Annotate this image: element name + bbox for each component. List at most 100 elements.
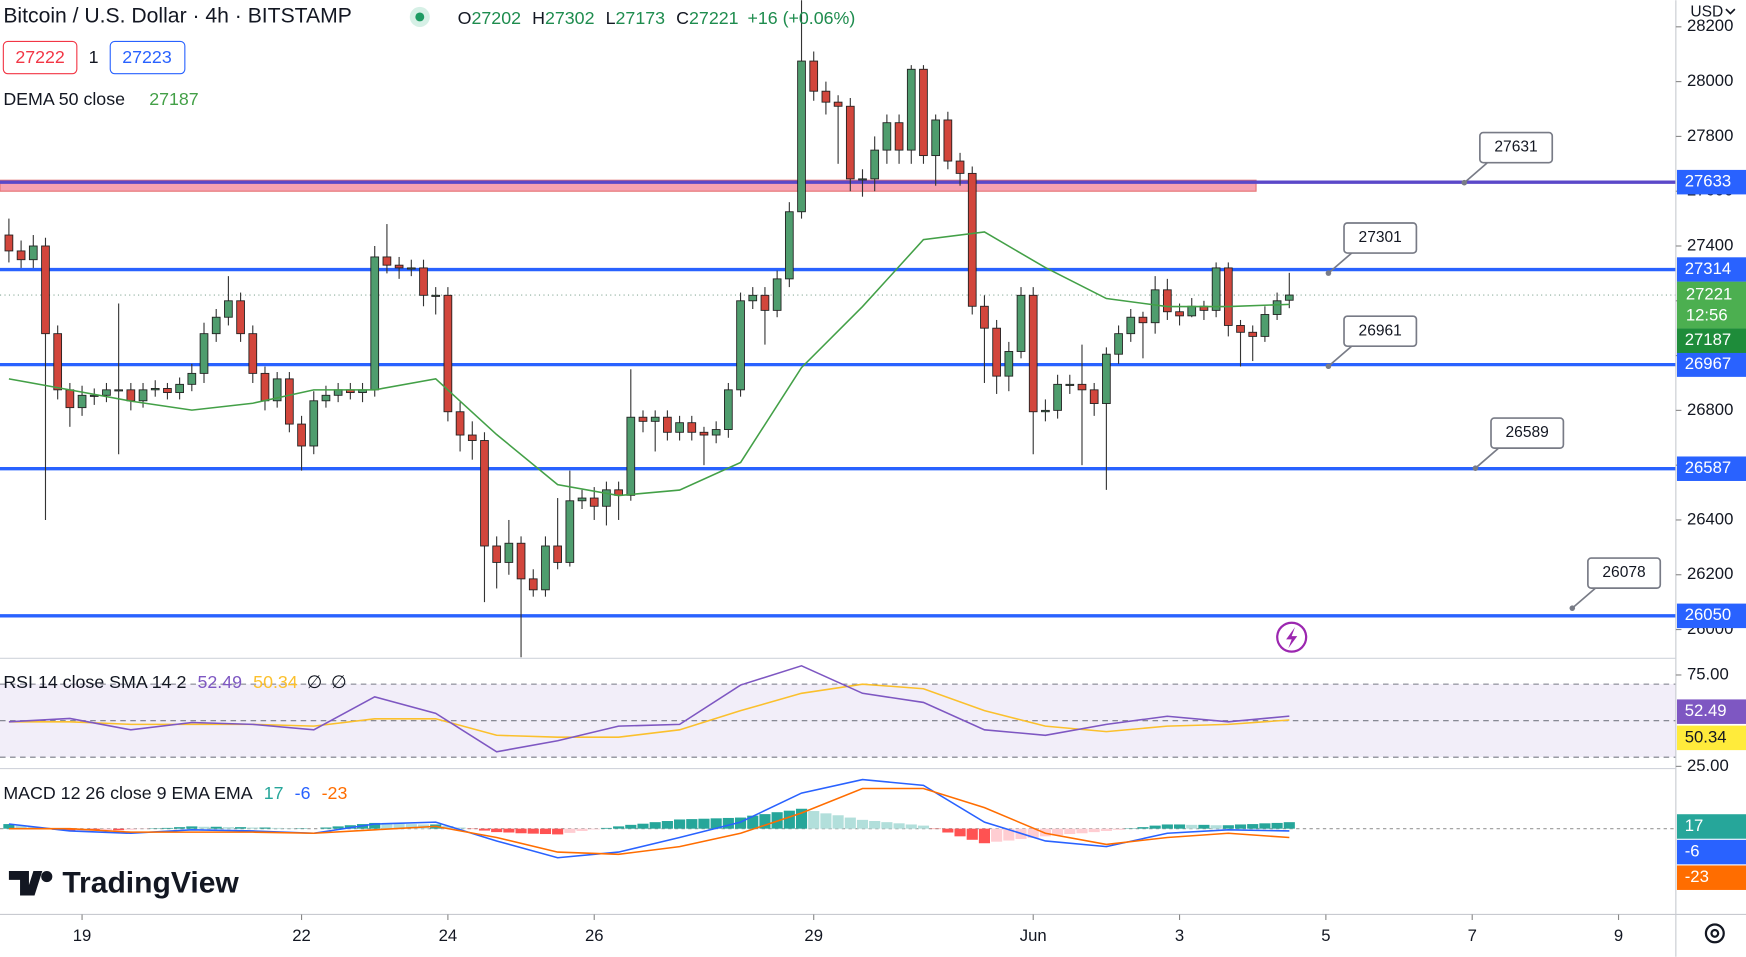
y-tick-label: 26200 <box>1687 564 1733 583</box>
ohlc-key: H <box>532 8 545 28</box>
histogram-bar <box>1027 828 1039 838</box>
candle-body <box>577 497 587 502</box>
price-change: +16 (+0.06%) <box>747 8 855 28</box>
histogram-bar <box>125 828 137 830</box>
ohlc-value: 27202 <box>472 8 521 28</box>
brand-name: TradingView <box>62 866 239 899</box>
histogram-bar <box>235 827 247 829</box>
candle-body <box>53 333 63 391</box>
sma-badge: 50.34 <box>1685 727 1727 746</box>
candle-body <box>297 423 306 447</box>
histogram-bar <box>3 824 15 829</box>
dema-legend: DEMA 50 close <box>3 89 125 109</box>
sma-badge-bg <box>1676 725 1746 751</box>
x-tick-label: 9 <box>1614 926 1623 945</box>
histogram-bar <box>15 825 27 829</box>
sell-button[interactable] <box>2 40 78 75</box>
candle-body <box>224 300 233 318</box>
candle-body <box>285 378 294 425</box>
y-tick-label: 26400 <box>1687 509 1733 528</box>
histogram-bar <box>1137 827 1149 829</box>
level-badge-bg <box>1676 456 1746 481</box>
level-badge: 26967 <box>1685 354 1731 373</box>
histogram-bar <box>1271 822 1283 829</box>
histogram-bar <box>747 815 759 829</box>
callout-anchor <box>1461 179 1468 186</box>
histogram-bar <box>527 828 539 834</box>
histogram-bar <box>113 828 125 831</box>
histogram-bar <box>966 828 978 840</box>
candle-body <box>675 422 684 433</box>
histogram-bar <box>844 817 856 829</box>
currency[interactable]: USD <box>1690 4 1723 21</box>
legend-value: 52.49 <box>197 672 242 692</box>
histogram-bar <box>381 823 393 829</box>
histogram-bar <box>820 813 832 829</box>
candle-body <box>443 294 453 413</box>
candle-body <box>272 378 282 402</box>
histogram-bar <box>1149 825 1161 829</box>
candle-body <box>858 178 867 181</box>
dema-line <box>8 231 1290 497</box>
settings-icon[interactable] <box>1704 923 1725 944</box>
histogram-bar <box>686 819 698 829</box>
ohlc-values: O27202 H27302 L27173 C27221 +16 (+0.06%) <box>458 8 856 28</box>
candle-body <box>1223 267 1233 326</box>
candle-body <box>906 68 916 151</box>
callout-box <box>1343 222 1418 254</box>
callout-stem <box>1463 160 1490 184</box>
histogram-bar <box>369 822 381 829</box>
callout-box <box>1490 417 1565 449</box>
histogram-bar <box>1222 825 1234 829</box>
candle-body <box>638 416 648 422</box>
histogram-bar <box>222 827 234 829</box>
rsi-line <box>8 664 1290 753</box>
ohlc-value: 27302 <box>545 8 595 28</box>
icon-bolt <box>1286 627 1298 649</box>
histogram-bar <box>881 822 893 829</box>
candle-body <box>1089 389 1099 404</box>
histogram-bar <box>710 818 722 829</box>
histogram-bar <box>905 824 917 829</box>
histogram-bar <box>942 828 954 833</box>
candle-body <box>919 68 928 157</box>
histogram-bar <box>1064 828 1076 835</box>
candle-body <box>419 267 428 296</box>
y-tick-label: 28200 <box>1687 16 1733 35</box>
histogram-bar <box>1161 824 1173 829</box>
level-badge-bg <box>1676 603 1746 629</box>
candle-body <box>248 333 258 374</box>
rsi-badge-bg <box>1676 699 1746 724</box>
legend-value: -6 <box>295 783 311 803</box>
buy-button[interactable] <box>109 40 186 75</box>
histogram-bar <box>1100 828 1112 831</box>
candle-body <box>138 389 148 402</box>
histogram-bar <box>893 823 905 829</box>
histogram-bar <box>795 808 808 829</box>
ohlc-key: O <box>458 8 472 28</box>
candle-body <box>1163 289 1172 313</box>
histogram-bar <box>478 828 491 831</box>
candle-body <box>394 264 404 269</box>
callout-box <box>1587 557 1662 589</box>
histogram-bar <box>552 828 564 835</box>
candle-body <box>565 500 575 563</box>
legend-value: 50.34 <box>253 672 298 692</box>
histogram-bar <box>161 827 173 829</box>
candle-body <box>1138 316 1148 324</box>
histogram-bar <box>1234 824 1247 829</box>
market-status-dot <box>415 12 425 22</box>
spread: 1 <box>89 47 99 67</box>
pane <box>0 664 1676 758</box>
rsi-line <box>8 683 1290 738</box>
lightning-icon[interactable] <box>1276 621 1308 653</box>
histogram-bar <box>491 828 503 833</box>
histogram-bar <box>759 814 771 829</box>
candle-body <box>1284 294 1294 301</box>
candle-body <box>1211 267 1221 311</box>
macd-badge: -23 <box>1685 867 1709 886</box>
candle-body <box>845 105 855 180</box>
dema-badge-bg <box>1676 328 1746 353</box>
histogram-bar <box>100 828 113 831</box>
rsi-legend: RSI 14 close SMA 14 2 52.49 50.34 ∅ ∅ <box>3 672 346 692</box>
